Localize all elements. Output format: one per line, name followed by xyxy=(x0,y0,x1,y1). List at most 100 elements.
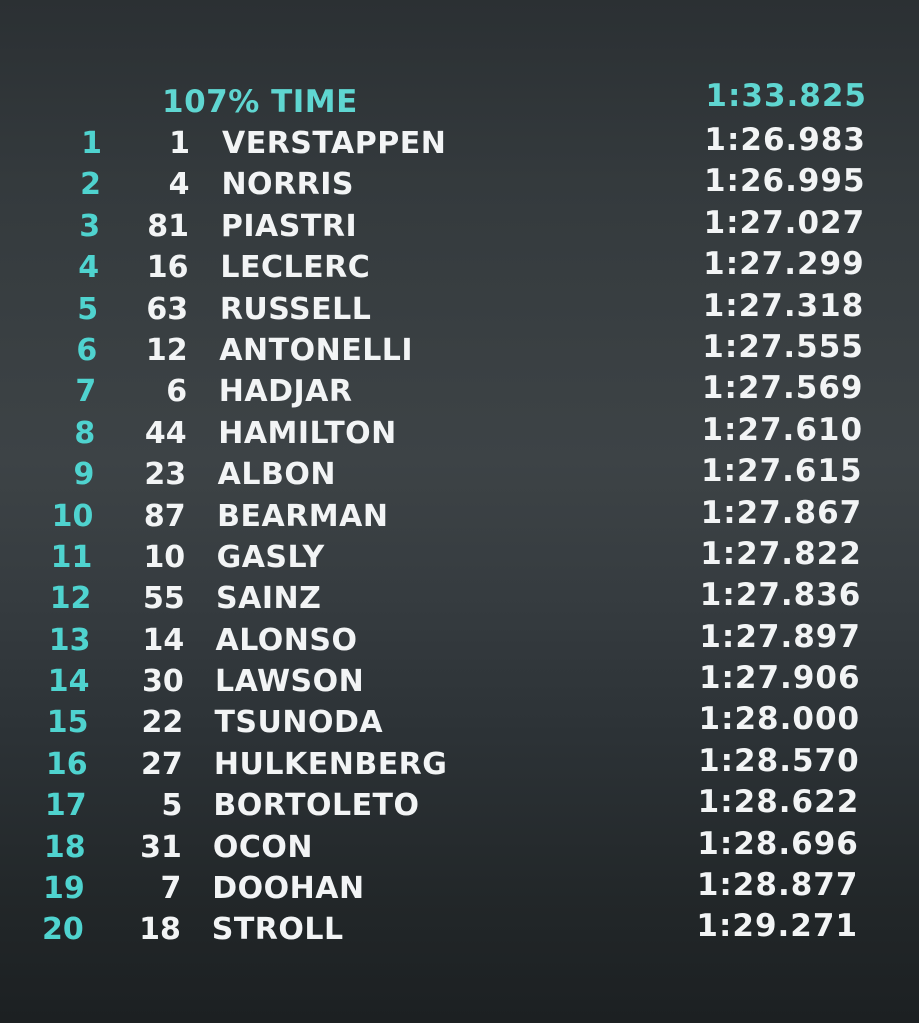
lap-time: 1:27.836 xyxy=(699,577,862,614)
car-number: 10 xyxy=(143,539,186,575)
car-number: 55 xyxy=(142,581,185,617)
lap-time: 1:27.615 xyxy=(701,453,863,490)
result-row: 10 87 BEARMAN 1:27.867 xyxy=(0,495,919,536)
result-row: 6 12 ANTONELLI 1:27.555 xyxy=(0,329,919,370)
car-number: 30 xyxy=(142,664,184,700)
driver-name: LECLERC xyxy=(220,250,371,286)
result-row: 16 27 HULKENBERG 1:28.570 xyxy=(0,743,919,784)
cutoff-time: 1:33.825 xyxy=(705,78,867,114)
lap-time: 1:27.555 xyxy=(702,328,864,365)
car-number: 16 xyxy=(146,250,189,286)
result-row: 8 44 HAMILTON 1:27.610 xyxy=(0,412,919,453)
lap-time: 1:26.995 xyxy=(703,163,866,200)
position: 19 xyxy=(42,871,85,907)
position: 8 xyxy=(74,415,96,451)
position: 12 xyxy=(49,581,92,617)
result-row: 17 5 BORTOLETO 1:28.622 xyxy=(0,784,919,825)
lap-time: 1:28.000 xyxy=(698,701,861,738)
lap-time: 1:27.822 xyxy=(700,535,862,572)
lap-time: 1:27.610 xyxy=(701,411,864,448)
position: 7 xyxy=(75,374,97,410)
car-number: 44 xyxy=(144,415,187,451)
result-row: 15 22 TSUNODA 1:28.000 xyxy=(0,701,919,742)
result-row: 18 31 OCON 1:28.696 xyxy=(0,826,919,867)
position: 20 xyxy=(42,912,84,948)
position: 4 xyxy=(78,250,100,286)
results-list: 1 1 VERSTAPPEN 1:26.983 2 4 NORRIS 1:26.995 3 81 P… xyxy=(0,122,919,950)
car-number: 18 xyxy=(139,912,181,948)
position: 9 xyxy=(73,457,95,493)
car-number: 6 xyxy=(166,374,188,410)
lap-time: 1:27.318 xyxy=(702,287,865,324)
lap-time: 1:28.877 xyxy=(696,867,859,904)
driver-name: NORRIS xyxy=(221,167,355,203)
driver-name: LAWSON xyxy=(214,664,365,700)
result-row: 13 14 ALONSO 1:27.897 xyxy=(0,619,919,660)
result-row: 14 30 LAWSON 1:27.906 xyxy=(0,660,919,701)
driver-name: RUSSELL xyxy=(219,291,372,327)
result-row: 7 6 HADJAR 1:27.569 xyxy=(0,370,919,411)
position: 3 xyxy=(79,208,101,244)
header-row: 107% TIME 1:33.825 xyxy=(0,78,919,122)
car-number: 14 xyxy=(142,622,185,658)
driver-name: TSUNODA xyxy=(214,705,384,741)
driver-name: GASLY xyxy=(216,539,325,575)
lap-time: 1:28.570 xyxy=(698,742,860,779)
position: 5 xyxy=(77,291,99,327)
result-row: 11 10 GASLY 1:27.822 xyxy=(0,536,919,577)
car-number: 1 xyxy=(169,126,190,161)
lap-time: 1:26.983 xyxy=(704,122,866,158)
car-number: 4 xyxy=(168,167,190,203)
car-number: 7 xyxy=(160,871,182,907)
result-row: 3 81 PIASTRI 1:27.027 xyxy=(0,205,919,246)
driver-name: HULKENBERG xyxy=(213,746,448,782)
driver-name: OCON xyxy=(212,829,313,865)
car-number: 27 xyxy=(141,746,183,782)
result-row: 12 55 SAINZ 1:27.836 xyxy=(0,577,919,618)
driver-name: HADJAR xyxy=(218,374,353,410)
position: 2 xyxy=(80,167,102,203)
result-row: 2 4 NORRIS 1:26.995 xyxy=(0,163,919,204)
car-number: 81 xyxy=(147,208,190,244)
driver-name: ANTONELLI xyxy=(219,332,414,368)
result-row: 9 23 ALBON 1:27.615 xyxy=(0,453,919,494)
position: 1 xyxy=(81,126,102,161)
cutoff-label: 107% TIME xyxy=(162,84,358,120)
result-row: 20 18 STROLL 1:29.271 xyxy=(0,908,919,949)
lap-time: 1:27.897 xyxy=(699,618,861,655)
position: 17 xyxy=(44,788,87,824)
car-number: 22 xyxy=(141,705,184,741)
lap-time: 1:27.299 xyxy=(703,246,865,283)
position: 6 xyxy=(76,332,98,368)
driver-name: ALBON xyxy=(217,457,336,493)
position: 11 xyxy=(50,539,93,575)
driver-name: SAINZ xyxy=(216,581,322,617)
lap-time: 1:29.271 xyxy=(696,908,859,945)
car-number: 31 xyxy=(140,829,182,865)
lap-time: 1:27.867 xyxy=(700,494,863,531)
driver-name: HAMILTON xyxy=(218,415,397,451)
lap-time: 1:28.696 xyxy=(697,825,859,862)
car-number: 63 xyxy=(146,291,189,327)
position: 13 xyxy=(48,622,91,658)
position: 15 xyxy=(46,705,89,741)
driver-name: BEARMAN xyxy=(217,498,389,534)
car-number: 12 xyxy=(145,332,188,368)
driver-name: BORTOLETO xyxy=(213,788,420,824)
result-row: 4 16 LECLERC 1:27.299 xyxy=(0,246,919,287)
position: 18 xyxy=(43,829,86,865)
result-row: 5 63 RUSSELL 1:27.318 xyxy=(0,288,919,329)
lap-time: 1:27.027 xyxy=(703,204,866,241)
result-row: 1 1 VERSTAPPEN 1:26.983 xyxy=(0,122,919,163)
position: 14 xyxy=(47,664,90,700)
driver-name: STROLL xyxy=(211,912,344,948)
driver-name: ALONSO xyxy=(215,622,358,658)
car-number: 23 xyxy=(144,457,187,493)
position: 16 xyxy=(45,746,88,782)
driver-name: DOOHAN xyxy=(212,871,365,907)
lap-time: 1:27.906 xyxy=(698,660,861,697)
car-number: 5 xyxy=(161,788,183,824)
driver-name: VERSTAPPEN xyxy=(222,126,447,161)
car-number: 87 xyxy=(143,498,186,534)
